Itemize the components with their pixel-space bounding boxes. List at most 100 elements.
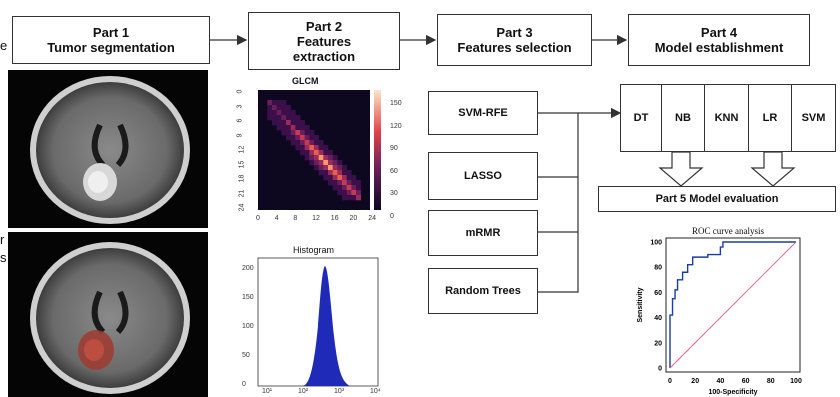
glcm-cell xyxy=(309,150,315,156)
glcm-cell xyxy=(290,135,296,141)
roc-ytick: 0 xyxy=(658,366,662,373)
glcm-cell xyxy=(351,185,357,191)
glcm-cell xyxy=(351,175,357,181)
roc-curve xyxy=(669,241,796,368)
selection-random-trees: Random Trees xyxy=(428,268,538,314)
glcm-cell xyxy=(309,160,315,166)
glcm-cell xyxy=(300,145,305,151)
models-row: DT NB KNN LR SVM xyxy=(620,84,836,152)
glcm-cell xyxy=(276,110,282,116)
glcm-cell xyxy=(286,105,291,111)
glcm-cell xyxy=(332,170,338,176)
glcm-cell xyxy=(346,190,352,196)
roc-chart: 0 20 40 60 80 100 0 20 40 60 80 100 100-Specificity S… xyxy=(637,237,802,396)
glcm-cell xyxy=(342,180,347,186)
glcm-cell xyxy=(295,130,301,136)
glcm-cell xyxy=(356,180,361,186)
part1-line2: Tumor segmentation xyxy=(47,40,175,55)
model-dt: DT xyxy=(621,85,662,151)
glcm-cell xyxy=(309,155,315,161)
glcm-cell xyxy=(290,115,296,121)
glcm-cell xyxy=(346,170,352,176)
glcm-cell xyxy=(318,140,324,146)
merge-line xyxy=(538,112,579,293)
glcm-cell xyxy=(323,170,329,176)
histogram-plot xyxy=(257,257,379,387)
roc-ytick: 100 xyxy=(650,240,662,247)
glcm-cell xyxy=(281,120,287,126)
glcm-cell xyxy=(328,175,333,181)
glcm-cell xyxy=(346,175,352,181)
glcm-cell xyxy=(356,185,361,191)
selection-svm-rfe: SVM-RFE xyxy=(428,91,538,135)
edge-fragment-1: e xyxy=(0,38,8,53)
glcm-cell xyxy=(342,185,347,191)
glcm-colorbar-tick: 120 xyxy=(390,122,402,130)
glcm-cell xyxy=(337,175,343,181)
glcm-cell xyxy=(300,140,305,146)
glcm-cell xyxy=(281,130,287,136)
glcm-cell xyxy=(295,125,301,131)
part4-box: Part 4 Model establishment xyxy=(628,14,810,66)
glcm-cell xyxy=(300,130,305,136)
glcm-cell xyxy=(314,165,319,171)
roc-xtick: 20 xyxy=(691,378,699,385)
part1-box: Part 1 Tumor segmentation xyxy=(12,16,210,64)
glcm-cell xyxy=(328,155,333,161)
glcm-cell xyxy=(346,180,352,186)
glcm-cell xyxy=(276,105,282,111)
glcm-cell xyxy=(323,165,329,171)
roc-reference-line xyxy=(669,241,797,369)
mri-bottom xyxy=(8,232,208,397)
glcm-cell xyxy=(295,120,301,126)
edge-fragment-2: r xyxy=(0,232,5,247)
glcm-ytick: 15 xyxy=(238,160,246,168)
selection-mrmr: mRMR xyxy=(428,210,538,256)
glcm-cell xyxy=(318,150,324,156)
part2-line1: Part 2 xyxy=(305,18,343,34)
glcm-cell xyxy=(332,185,338,191)
histogram-ytick: 200 xyxy=(242,265,254,272)
glcm-cell xyxy=(337,165,343,171)
glcm-cell xyxy=(314,160,319,166)
part3-line2: Features selection xyxy=(457,40,572,55)
glcm-cell xyxy=(328,180,333,186)
glcm-xtick: 24 xyxy=(368,215,376,222)
glcm-cell xyxy=(304,140,310,146)
hollow-arrow-2 xyxy=(750,151,796,187)
part5-box: Part 5 Model evaluation xyxy=(598,186,836,212)
roc-xlabel: 100-Specificity xyxy=(708,389,757,396)
glcm-cell xyxy=(290,140,296,146)
glcm-colorbar-tick: 30 xyxy=(390,190,398,197)
glcm-cell xyxy=(290,130,296,136)
roc-title: ROC curve analysis xyxy=(692,226,764,236)
glcm-cell xyxy=(276,120,282,126)
glcm-cell xyxy=(328,165,333,171)
glcm-cell xyxy=(314,145,319,151)
glcm-cell xyxy=(314,140,319,146)
glcm-cell xyxy=(323,155,329,161)
glcm-cell xyxy=(314,155,319,161)
glcm-ytick: 12 xyxy=(238,145,246,154)
part2-line3: extraction xyxy=(292,48,356,64)
model-svm: SVM xyxy=(801,112,826,124)
glcm-ytick: 3 xyxy=(236,104,244,108)
glcm-cell xyxy=(267,110,273,116)
glcm-cell xyxy=(304,125,310,131)
glcm-cell xyxy=(351,195,357,201)
glcm-cell xyxy=(304,135,310,141)
glcm-cell xyxy=(337,160,343,166)
glcm-cell xyxy=(342,170,347,176)
glcm-cell xyxy=(318,170,324,176)
glcm-cell xyxy=(300,135,305,141)
glcm-cell xyxy=(323,145,329,151)
glcm-cell xyxy=(337,180,343,186)
roc-ytick: 60 xyxy=(654,290,662,297)
glcm-cell xyxy=(314,135,319,141)
glcm-cell xyxy=(281,115,287,121)
glcm-cell xyxy=(323,175,329,181)
part3-box: Part 3 Features selection xyxy=(437,14,592,66)
glcm-cell xyxy=(346,185,352,191)
model-lr: LR xyxy=(749,85,792,151)
glcm-colorbar-tick: 90 xyxy=(390,145,398,152)
